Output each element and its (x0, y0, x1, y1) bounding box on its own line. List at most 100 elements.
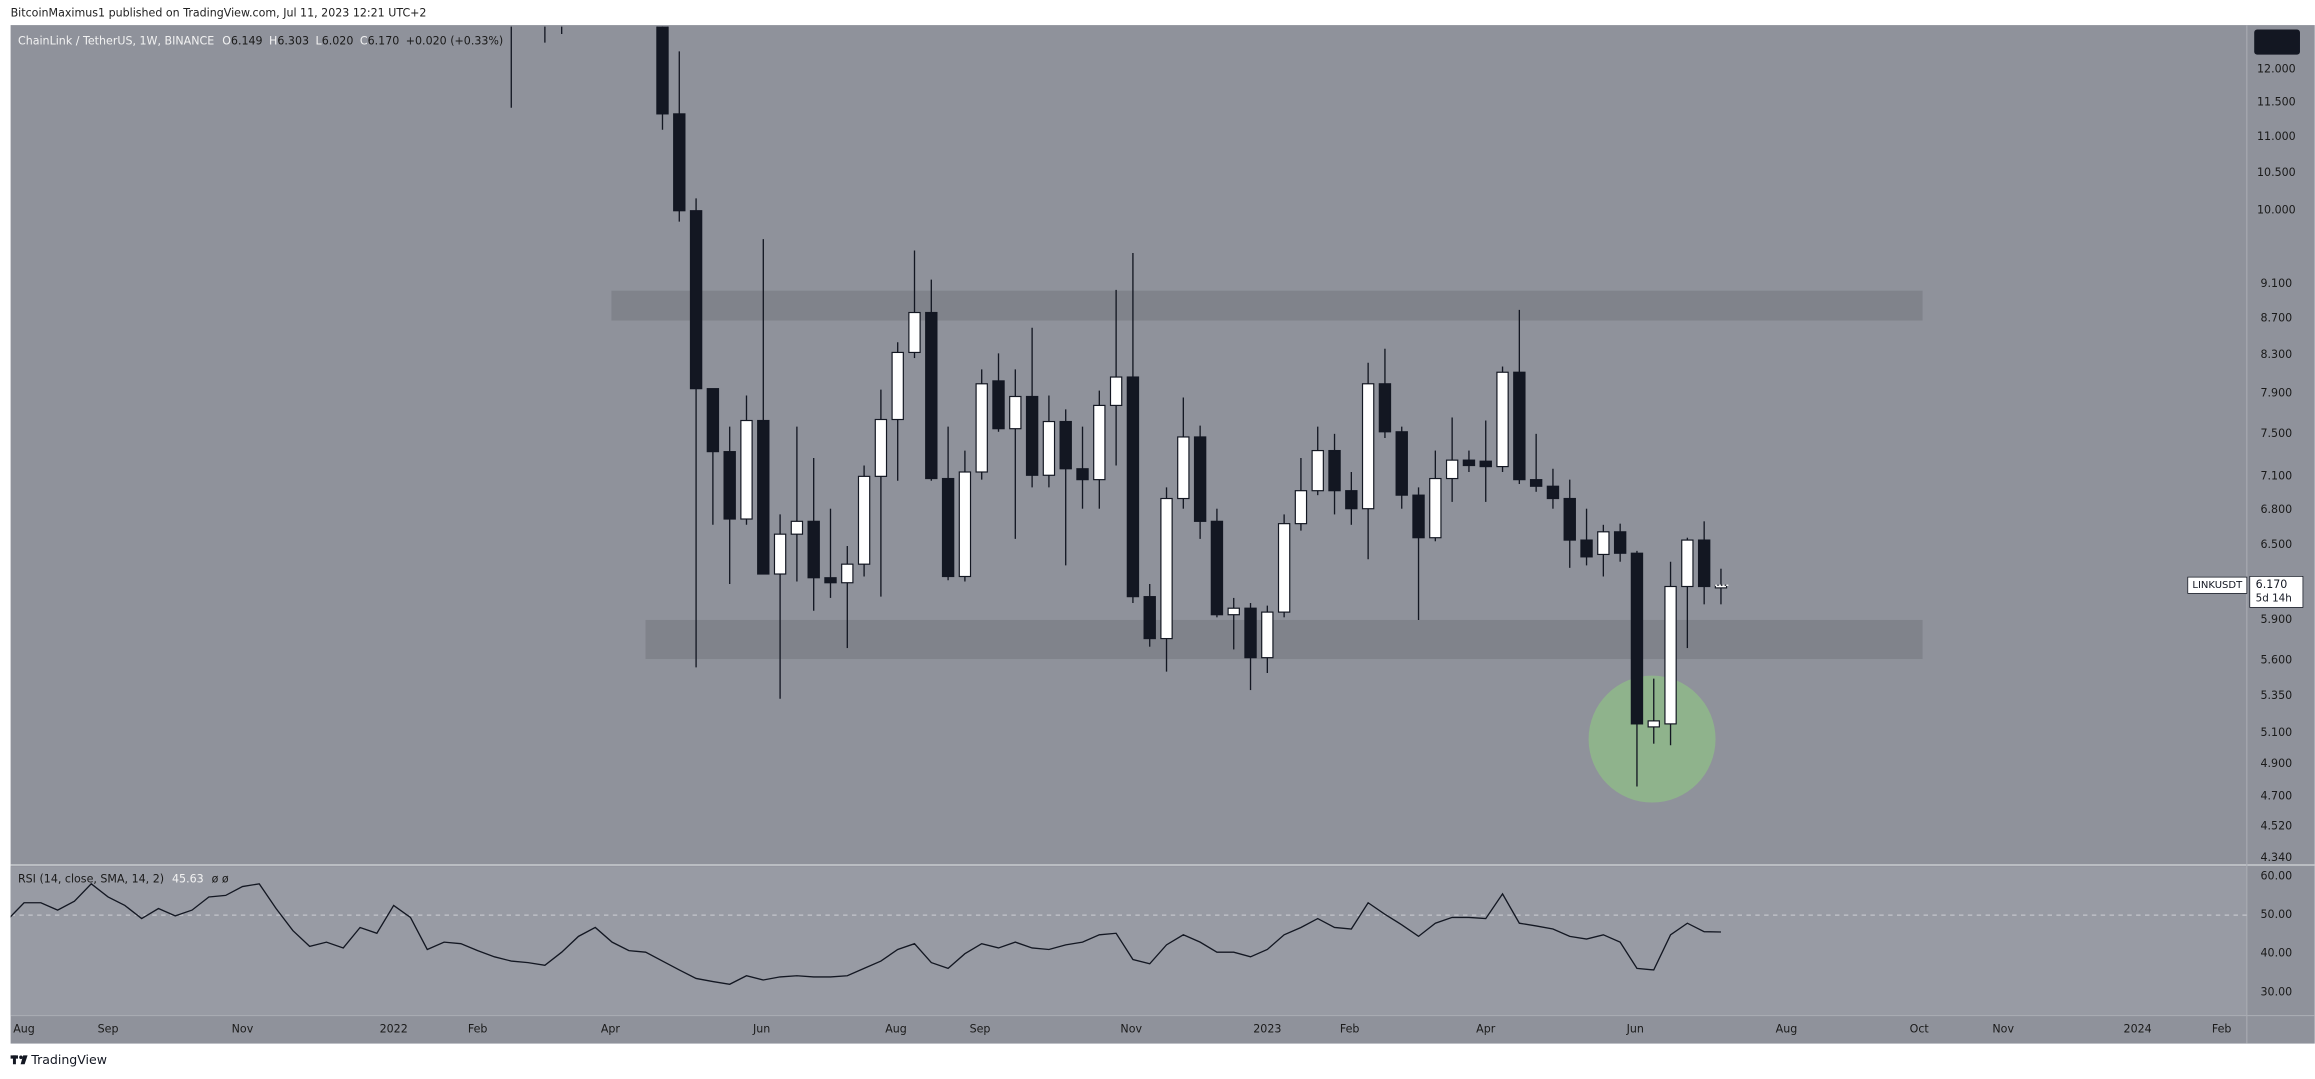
candle-body-down (1244, 607, 1257, 659)
candle-body-down (656, 26, 669, 115)
x-tick-label: 2022 (380, 1023, 408, 1036)
x-tick-label: Feb (468, 1023, 488, 1036)
x-tick-label: Aug (885, 1023, 907, 1036)
candle-body-up (1664, 585, 1677, 725)
candle-body-up (740, 419, 753, 520)
candle-body-down (1076, 468, 1089, 481)
candle-body-down (1529, 479, 1543, 487)
candle-body-down (1395, 431, 1408, 496)
y-tick-label: 4.900 (2261, 757, 2293, 770)
candle-body-down (1059, 420, 1072, 470)
candle-body-up (1009, 395, 1022, 430)
candle-body-up (1109, 376, 1123, 407)
candle-body-down (1378, 383, 1392, 433)
x-tick-label: Nov (1992, 1023, 2014, 1036)
x-tick-label: Aug (1776, 1023, 1798, 1036)
ohlc-value: 6.149 (231, 34, 263, 47)
y-tick-label: 5.900 (2261, 613, 2293, 626)
y-tick-label: 7.900 (2261, 387, 2293, 400)
rsi-value: 45.63 (172, 873, 204, 886)
candle-body-up (891, 351, 904, 421)
x-tick-label: 2024 (2124, 1023, 2152, 1036)
x-tick-label: 2023 (1253, 1023, 1281, 1036)
symbol-tag (2187, 576, 2248, 594)
y-tick-label: 12.000 (2257, 62, 2296, 75)
symbol-legend: ChainLink / TetherUS, 1W, BINANCE O6.149… (18, 34, 503, 47)
candle-body-down (925, 311, 938, 480)
candle-body-up (1714, 584, 1728, 589)
candle-body-up (1093, 404, 1106, 481)
y-tick-label: 50.00 (2261, 908, 2293, 921)
x-tick-label: Nov (1120, 1023, 1142, 1036)
candle-body-down (1697, 539, 1711, 588)
candle-body-up (1042, 420, 1056, 476)
candle-body-down (1328, 449, 1341, 492)
ohlc-key: L (316, 34, 323, 47)
candle-body-up (908, 311, 921, 354)
candle-body-down (1479, 460, 1492, 468)
candle-body-down (1143, 596, 1156, 640)
candle-body-down (1126, 376, 1140, 598)
candle-body-down (1580, 539, 1593, 558)
y-tick-label: 7.100 (2261, 469, 2293, 482)
symbol-title: ChainLink / TetherUS, 1W, BINANCE (18, 34, 214, 47)
candle-body-up (857, 475, 871, 565)
x-tick-label: Aug (13, 1023, 35, 1036)
candle-body-up (1311, 449, 1324, 492)
rsi-settings: ø ø (212, 873, 229, 886)
candle-body-down (757, 419, 770, 575)
y-tick-label: 7.500 (2261, 427, 2293, 440)
x-tick-label: Apr (1476, 1023, 1496, 1036)
candle-body-down (706, 388, 720, 453)
highlight-circle (1588, 675, 1716, 803)
change-value: +0.020 (+0.33%) (406, 34, 503, 47)
candle-body-up (1277, 523, 1291, 613)
rsi-background (10, 866, 2247, 1016)
footer-logo[interactable]: TradingView (10, 1052, 107, 1067)
candle-body-up (1429, 477, 1442, 539)
candle-body-up (790, 520, 804, 535)
logo-part (12, 1055, 16, 1065)
axes: Aug Sep Nov 2022 Feb Apr Jun Aug Sep Nov 2023 Feb Ap… (13, 62, 2304, 1036)
candle-body-down (723, 451, 736, 520)
candle-body-up (1647, 720, 1660, 728)
candle-body-up (841, 563, 854, 584)
y-tick-label: 10.500 (2257, 166, 2296, 179)
ohlc-value: 6.170 (368, 34, 400, 47)
candle-body-down (992, 380, 1005, 430)
x-tick-label: Apr (601, 1023, 621, 1036)
candle-body-up (773, 533, 787, 575)
candle-body-down (1412, 494, 1425, 539)
candle-body-up (874, 418, 888, 477)
y-tick-label: 30.00 (2261, 985, 2293, 998)
x-tick-label: Oct (1910, 1023, 1930, 1036)
price-pane (510, 26, 1923, 803)
y-tick-label: 5.600 (2261, 653, 2293, 666)
y-tick-label: 6.800 (2261, 503, 2293, 516)
scale-button[interactable] (2254, 29, 2300, 55)
ohlc-key: C (360, 34, 368, 47)
rsi-pane (10, 882, 2247, 985)
x-tick-label: Feb (2212, 1023, 2232, 1036)
candle-body-down (1345, 490, 1358, 510)
candle-body-up (1261, 611, 1274, 659)
candle-body-down (1462, 459, 1476, 467)
candle-body-down (941, 477, 955, 578)
candle-body-up (1361, 383, 1375, 510)
y-tick-label: 11.000 (2257, 130, 2296, 143)
y-tick-label: 6.500 (2261, 538, 2293, 551)
x-tick-label: Nov (232, 1023, 254, 1036)
x-tick-label: Feb (1340, 1023, 1360, 1036)
candle-body-down (689, 210, 703, 390)
y-tick-label: 8.300 (2261, 348, 2293, 361)
y-tick-label: 5.100 (2261, 726, 2293, 739)
candle-body-down (1630, 552, 1644, 725)
candle-body-down (807, 520, 820, 579)
y-tick-label: 60.00 (2261, 869, 2293, 882)
candle-body-up (958, 471, 972, 578)
x-tick-label: Sep (98, 1023, 119, 1036)
range-zone (645, 619, 1923, 660)
logo-part (19, 1055, 23, 1060)
author-line: BitcoinMaximus1 published on TradingView… (11, 6, 427, 19)
